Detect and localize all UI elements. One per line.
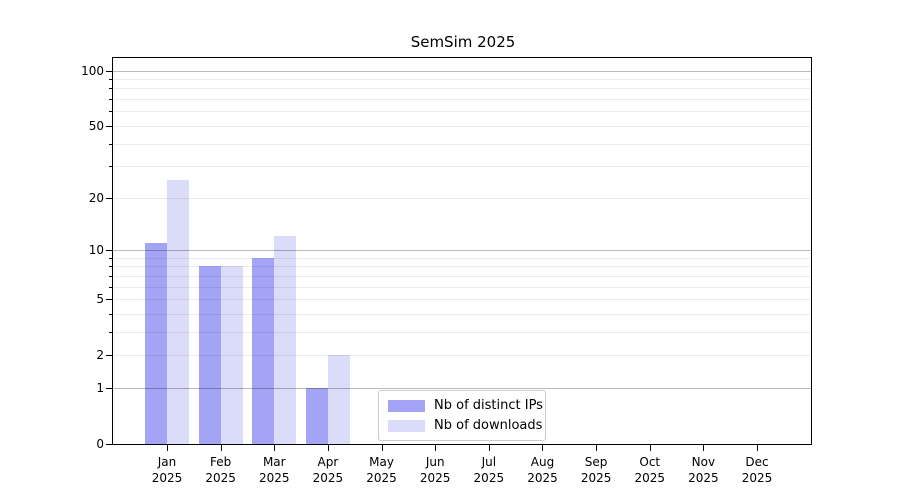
y-minor-tick-mark bbox=[109, 111, 113, 113]
y-tick-mark bbox=[106, 70, 113, 72]
y-minor-tick-mark bbox=[109, 257, 113, 259]
y-minor-tick-mark bbox=[109, 275, 113, 277]
y-minor-tick-mark bbox=[109, 88, 113, 90]
x-tick-label: Apr 2025 bbox=[312, 455, 344, 485]
bar-downloads bbox=[167, 180, 189, 444]
legend-item: Nb of downloads bbox=[388, 418, 542, 433]
x-tick-label: Sep 2025 bbox=[580, 455, 612, 485]
bar-distinct-ips bbox=[305, 387, 328, 444]
x-tick-mark bbox=[757, 445, 759, 451]
y-tick-mark bbox=[106, 355, 113, 357]
gridline bbox=[113, 257, 811, 259]
legend: Nb of distinct IPs Nb of downloads bbox=[378, 390, 546, 441]
y-tick-mark bbox=[106, 444, 113, 445]
legend-swatch-downloads bbox=[388, 419, 425, 432]
x-tick-mark bbox=[327, 445, 329, 451]
y-minor-tick-mark bbox=[109, 99, 113, 101]
y-tick-mark bbox=[106, 197, 113, 199]
x-tick-mark bbox=[703, 445, 705, 451]
legend-label: Nb of distinct IPs bbox=[434, 398, 543, 413]
gridline bbox=[113, 111, 811, 113]
x-tick-label: Feb 2025 bbox=[205, 455, 236, 485]
x-tick-mark bbox=[488, 445, 490, 451]
x-tick-mark bbox=[649, 445, 651, 451]
y-tick-mark bbox=[106, 299, 113, 301]
x-tick-label: Nov 2025 bbox=[688, 455, 719, 485]
y-tick-label: 1 bbox=[96, 380, 104, 395]
gridline bbox=[113, 166, 811, 168]
x-tick-mark bbox=[220, 445, 222, 451]
y-tick-mark bbox=[106, 249, 113, 251]
bar-distinct-ips bbox=[252, 257, 275, 444]
x-tick-label: Jul 2025 bbox=[473, 455, 505, 485]
y-tick-label: 50 bbox=[88, 118, 104, 133]
x-tick-label: Aug 2025 bbox=[527, 455, 558, 485]
gridline bbox=[113, 88, 811, 90]
x-tick-label: Jan 2025 bbox=[151, 455, 183, 485]
x-tick-label: Dec 2025 bbox=[741, 455, 773, 485]
y-tick-label: 10 bbox=[88, 242, 104, 257]
x-tick-mark bbox=[274, 445, 276, 451]
y-tick-label: 0 bbox=[96, 437, 104, 451]
x-tick-mark bbox=[381, 445, 383, 451]
gridline bbox=[113, 125, 811, 127]
bar-downloads bbox=[220, 266, 243, 444]
y-tick-mark bbox=[106, 387, 113, 389]
y-minor-tick-mark bbox=[109, 79, 113, 81]
y-minor-tick-mark bbox=[109, 166, 113, 168]
x-tick-mark bbox=[542, 445, 544, 451]
gridline bbox=[113, 143, 811, 145]
chart-title: SemSim 2025 bbox=[410, 33, 516, 51]
x-tick-mark bbox=[596, 445, 598, 451]
legend-swatch-distinct-ips bbox=[388, 399, 425, 412]
bar-downloads bbox=[327, 355, 350, 444]
plot-area bbox=[112, 57, 812, 445]
legend-label: Nb of downloads bbox=[434, 418, 543, 433]
bar-distinct-ips bbox=[198, 266, 221, 444]
y-tick-label: 100 bbox=[81, 63, 104, 78]
y-minor-tick-mark bbox=[109, 266, 113, 268]
y-tick-label: 2 bbox=[96, 348, 104, 363]
gridline bbox=[113, 79, 811, 81]
x-tick-label: Jun 2025 bbox=[419, 455, 451, 485]
y-tick-mark bbox=[106, 125, 113, 127]
x-tick-mark bbox=[167, 445, 168, 451]
y-minor-tick-mark bbox=[109, 143, 113, 145]
y-tick-label: 5 bbox=[96, 292, 104, 307]
gridline bbox=[113, 197, 811, 199]
x-tick-label: Oct 2025 bbox=[634, 455, 666, 485]
y-minor-tick-mark bbox=[109, 286, 113, 288]
bar-downloads bbox=[274, 236, 297, 444]
x-tick-label: Mar 2025 bbox=[258, 455, 290, 485]
legend-item: Nb of distinct IPs bbox=[388, 398, 543, 413]
gridline bbox=[113, 70, 811, 72]
x-tick-label: May 2025 bbox=[366, 455, 397, 485]
bar-distinct-ips bbox=[145, 242, 167, 444]
y-tick-label: 20 bbox=[88, 190, 104, 205]
x-tick-mark bbox=[435, 445, 437, 451]
y-minor-tick-mark bbox=[109, 313, 113, 315]
gridline bbox=[113, 99, 811, 101]
gridline bbox=[113, 249, 811, 251]
y-minor-tick-mark bbox=[109, 331, 113, 333]
